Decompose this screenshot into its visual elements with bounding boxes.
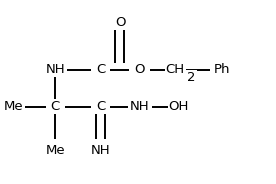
Text: NH: NH [91,144,111,157]
Text: Me: Me [45,144,65,157]
Text: NH: NH [129,100,149,113]
Text: OH: OH [169,100,189,113]
Text: O: O [134,63,145,76]
Text: CH: CH [166,63,185,76]
Text: O: O [115,16,125,29]
Text: Me: Me [4,100,24,113]
Text: Ph: Ph [214,63,230,76]
Text: C: C [96,100,105,113]
Text: C: C [96,63,105,76]
Text: 2: 2 [187,71,195,84]
Text: NH: NH [45,63,65,76]
Text: C: C [51,100,60,113]
